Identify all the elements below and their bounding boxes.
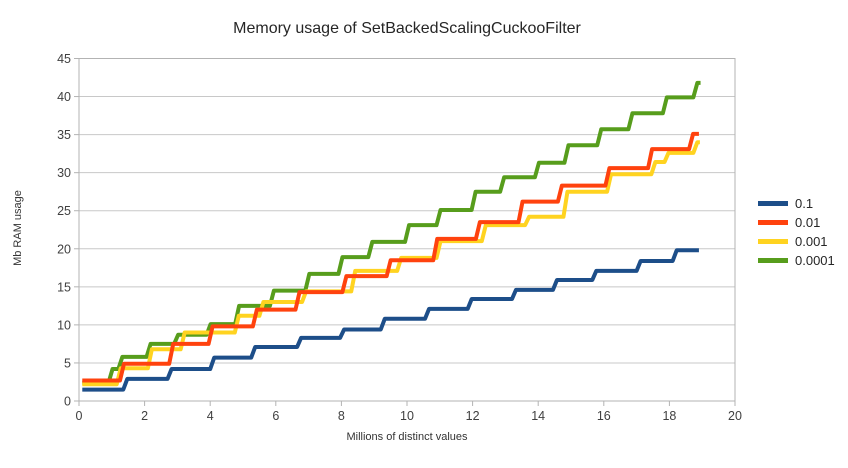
x-tick-label-12: 12 <box>466 409 480 423</box>
series-line-0.0001 <box>82 80 701 385</box>
series-line-0.001 <box>82 140 700 387</box>
x-tick-label-2: 2 <box>141 409 148 423</box>
y-tick-label-25: 25 <box>57 204 71 218</box>
x-tick-label-16: 16 <box>597 409 611 423</box>
y-tick-label-20: 20 <box>57 242 71 256</box>
legend-item-0.0001: 0.0001 <box>758 253 835 268</box>
x-tick-label-14: 14 <box>531 409 545 423</box>
legend-label: 0.1 <box>795 196 814 211</box>
legend-item-0.001: 0.001 <box>758 234 835 249</box>
legend-item-0.1: 0.1 <box>758 196 835 211</box>
y-tick-label-35: 35 <box>57 128 71 142</box>
legend-label: 0.0001 <box>795 253 835 268</box>
y-tick-label-5: 5 <box>64 356 71 370</box>
x-tick-label-0: 0 <box>76 409 83 423</box>
chart-title: Memory usage of SetBackedScalingCuckooFi… <box>233 20 581 37</box>
legend-swatch-0.001 <box>758 239 788 244</box>
legend-label: 0.01 <box>795 215 821 230</box>
x-tick-label-6: 6 <box>272 409 279 423</box>
x-tick-label-10: 10 <box>400 409 414 423</box>
y-tick-label-30: 30 <box>57 166 71 180</box>
y-tick-label-40: 40 <box>57 90 71 104</box>
legend-swatch-0.0001 <box>758 258 788 263</box>
y-tick-label-15: 15 <box>57 280 71 294</box>
legend: 0.1 0.01 0.001 0.0001 <box>758 196 835 273</box>
legend-swatch-0.1 <box>758 201 788 206</box>
y-tick-label-10: 10 <box>57 318 71 332</box>
x-tick-label-8: 8 <box>338 409 345 423</box>
x-tick-label-18: 18 <box>662 409 676 423</box>
x-tick-label-4: 4 <box>207 409 214 423</box>
legend-swatch-0.01 <box>758 220 788 225</box>
y-tick-label-45: 45 <box>57 52 71 66</box>
x-tick-label-20: 20 <box>728 409 742 423</box>
legend-item-0.01: 0.01 <box>758 215 835 230</box>
series-line-0.1 <box>82 248 699 392</box>
series-line-0.01 <box>82 131 699 383</box>
y-tick-label-0: 0 <box>64 395 71 409</box>
y-axis-title: Mb RAM usage <box>12 190 24 266</box>
legend-label: 0.001 <box>795 234 828 249</box>
x-axis-title: Millions of distinct values <box>346 431 468 443</box>
